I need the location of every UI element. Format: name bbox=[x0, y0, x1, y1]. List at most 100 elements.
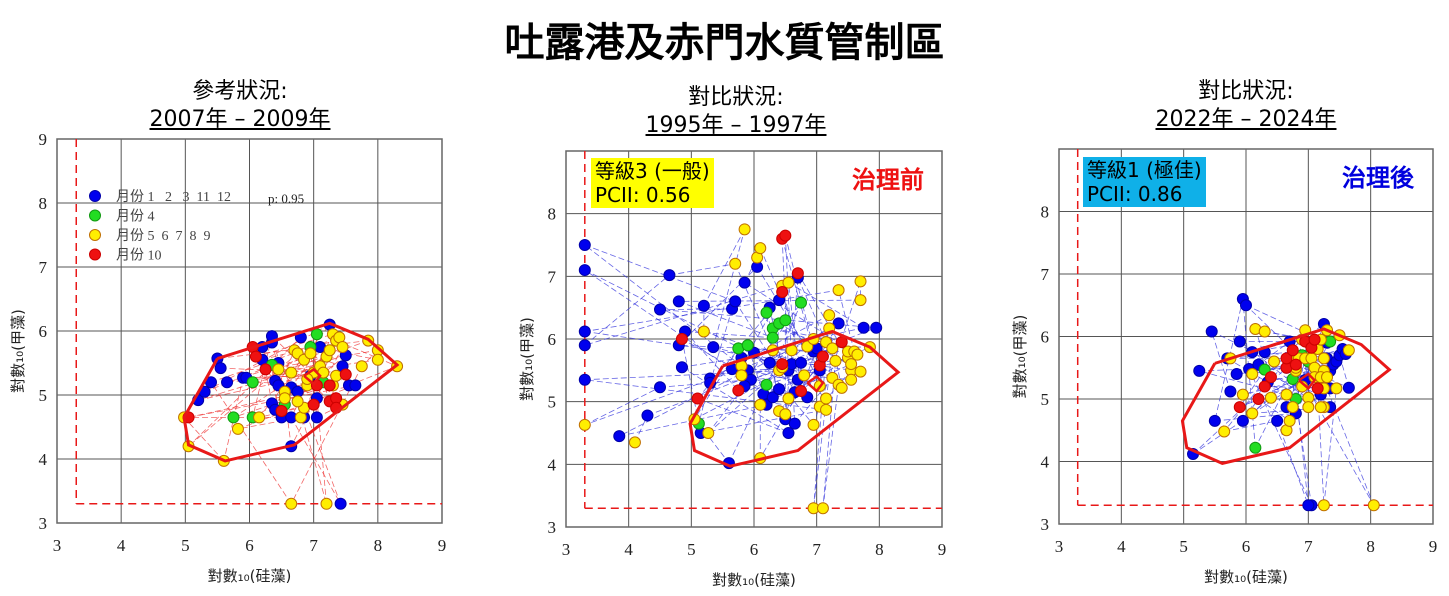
x-tick-label: 8 bbox=[374, 536, 383, 555]
data-point-blue bbox=[334, 497, 347, 510]
y-tick-label: 3 bbox=[39, 514, 48, 533]
trajectory-line bbox=[813, 315, 830, 509]
data-point-blue bbox=[1271, 414, 1284, 427]
data-point-blue bbox=[1193, 364, 1206, 377]
x-tick-label: 8 bbox=[1366, 537, 1375, 556]
trajectory-line bbox=[1242, 397, 1272, 422]
data-point-red bbox=[795, 385, 807, 398]
chart-1-subtitle: 參考狀況: 2007年 – 2009年 bbox=[100, 78, 380, 134]
data-point-red bbox=[307, 398, 320, 411]
data-point-blue bbox=[1236, 414, 1249, 427]
trajectory-line bbox=[1292, 378, 1312, 506]
data-point-blue bbox=[763, 356, 776, 369]
trajectory-line bbox=[698, 423, 730, 464]
data-point-yellow bbox=[823, 309, 836, 322]
data-point-yellow bbox=[854, 294, 867, 307]
data-point-yellow bbox=[355, 360, 368, 373]
trajectory-line bbox=[303, 407, 341, 504]
x-axis-label: 對數₁₀(硅藻) bbox=[208, 567, 292, 585]
plot-frame bbox=[1058, 148, 1434, 525]
trajectory-line bbox=[694, 348, 739, 420]
x-tick-label: 3 bbox=[1055, 537, 1064, 556]
data-point-red bbox=[1280, 352, 1293, 365]
data-point-yellow bbox=[782, 392, 795, 405]
data-point-yellow bbox=[1264, 391, 1277, 404]
data-point-red bbox=[1289, 358, 1302, 371]
y-tick-label: 7 bbox=[39, 258, 48, 277]
chart-3-grade: 等級1 (極佳) bbox=[1087, 158, 1202, 182]
trajectory-line bbox=[223, 377, 244, 462]
trajectory-line bbox=[1276, 420, 1309, 506]
legend-label: 月份 4 bbox=[116, 209, 155, 225]
trajectory-line bbox=[707, 338, 814, 434]
trajectory-line bbox=[271, 342, 292, 388]
x-tick-label: 9 bbox=[938, 540, 947, 559]
data-point-red bbox=[776, 358, 789, 371]
trajectory-line bbox=[584, 349, 792, 426]
trajectory-line bbox=[791, 273, 799, 365]
chart-2-grade: 等級3 (一般) bbox=[595, 159, 710, 183]
trajectory-line bbox=[584, 289, 839, 332]
chart-2-pcii: PCII: 0.56 bbox=[595, 183, 691, 207]
data-point-red bbox=[249, 350, 262, 363]
trajectory-line bbox=[647, 327, 877, 416]
trajectory-line bbox=[712, 229, 745, 348]
trajectory-line bbox=[252, 336, 273, 418]
trajectory-line bbox=[772, 327, 855, 352]
reference-envelope-inner bbox=[806, 374, 825, 393]
x-tick-label: 7 bbox=[812, 540, 821, 559]
chart-1: 3 4 5 6 7 8 9 3 4 5 6 7 8 9 對數₁₀(硅藻) 對數₁₀(甲藻) 月份 1 2 3 1… bbox=[9, 130, 446, 585]
legend-label: 月份 1 2 3 11 12 bbox=[116, 189, 231, 205]
trajectory-line bbox=[1295, 367, 1375, 506]
y-axis-label: 對數₁₀(甲藻) bbox=[9, 309, 27, 393]
trajectory-line bbox=[822, 360, 836, 509]
trajectory-line bbox=[1214, 298, 1244, 421]
data-point-red bbox=[1233, 401, 1246, 414]
data-point-blue bbox=[795, 356, 807, 369]
data-point-yellow bbox=[278, 392, 291, 405]
data-point-yellow bbox=[628, 436, 641, 449]
data-point-yellow bbox=[1280, 388, 1293, 401]
trajectory-line bbox=[1251, 342, 1328, 414]
trajectory-line bbox=[678, 301, 773, 339]
data-point-blue bbox=[654, 381, 666, 394]
data-point-blue bbox=[578, 339, 591, 352]
reference-envelope-inner bbox=[1298, 372, 1317, 391]
trajectory-line bbox=[1224, 420, 1278, 432]
trajectory-line bbox=[183, 417, 225, 462]
x-tick-label: 8 bbox=[875, 540, 884, 559]
data-point-yellow bbox=[578, 418, 591, 431]
data-point-red bbox=[776, 286, 789, 298]
trajectory-line bbox=[697, 398, 789, 434]
page-title: 吐露港及赤門水質管制區 bbox=[504, 20, 945, 66]
data-point-yellow bbox=[826, 342, 839, 355]
data-point-red bbox=[275, 405, 288, 417]
trajectory-line bbox=[659, 308, 733, 310]
data-point-yellow bbox=[304, 347, 317, 360]
x-tick-label: 9 bbox=[438, 536, 447, 555]
data-point-yellow bbox=[291, 395, 304, 408]
data-point-green bbox=[795, 296, 807, 309]
data-point-yellow bbox=[782, 276, 795, 289]
data-point-red bbox=[1286, 344, 1299, 357]
data-point-green bbox=[246, 376, 259, 389]
x-tick-label: 4 bbox=[624, 540, 633, 559]
y-tick-label: 6 bbox=[39, 322, 48, 341]
x-tick-label: 6 bbox=[750, 540, 759, 559]
data-point-yellow bbox=[1236, 388, 1249, 401]
data-point-yellow bbox=[807, 418, 820, 431]
data-point-yellow bbox=[829, 354, 842, 367]
data-point-blue bbox=[1208, 414, 1221, 427]
trajectory-line bbox=[210, 381, 292, 505]
data-point-yellow bbox=[253, 411, 266, 424]
data-point-blue bbox=[707, 341, 720, 354]
chart-2: 3 4 5 6 7 8 9 3 4 5 6 7 8 對數₁₀(硅藻) 對數₁₀(甲藻) bbox=[518, 150, 947, 589]
data-point-yellow bbox=[754, 398, 767, 411]
data-point-yellow bbox=[1286, 401, 1299, 414]
chart-3-grade-badge: 等級1 (極佳) PCII: 0.86 bbox=[1083, 157, 1206, 207]
chart-1-subtitle-line2: 2007年 – 2009年 bbox=[149, 107, 331, 132]
trajectory-line bbox=[584, 386, 661, 426]
data-point-blue bbox=[782, 427, 795, 439]
trajectory-line bbox=[700, 409, 827, 434]
